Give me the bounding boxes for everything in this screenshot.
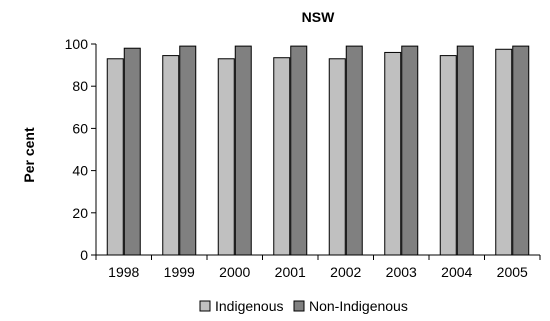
legend: Indigenous Non-Indigenous xyxy=(199,298,408,314)
y-tick-label: 0 xyxy=(80,247,88,263)
legend-label-indigenous: Indigenous xyxy=(215,298,284,314)
bar-non-indigenous-1999 xyxy=(179,45,197,256)
x-tick-label: 2004 xyxy=(441,264,472,280)
x-tick-label: 2005 xyxy=(497,264,528,280)
x-tick-label: 2000 xyxy=(219,264,250,280)
bar-indigenous-2003 xyxy=(384,51,402,256)
bar-indigenous-2002 xyxy=(328,58,346,256)
bar-non-indigenous-2004 xyxy=(456,45,474,256)
legend-swatch-indigenous xyxy=(199,300,211,312)
y-tick-label: 20 xyxy=(72,205,88,221)
legend-swatch-non-indigenous xyxy=(293,300,305,312)
x-tick-label: 1998 xyxy=(108,264,139,280)
bar-indigenous-2004 xyxy=(439,55,457,256)
y-tick-label: 100 xyxy=(65,36,89,52)
bar-indigenous-2001 xyxy=(273,57,291,256)
bar-indigenous-1999 xyxy=(162,55,180,256)
bar-non-indigenous-2002 xyxy=(345,45,363,256)
bar-non-indigenous-2000 xyxy=(234,45,252,256)
y-tick-label: 60 xyxy=(72,120,88,136)
x-tick-label: 1999 xyxy=(164,264,195,280)
bar-non-indigenous-2005 xyxy=(512,45,530,256)
x-tick-label: 2001 xyxy=(275,264,306,280)
bar-non-indigenous-1998 xyxy=(123,47,141,256)
bar-indigenous-1998 xyxy=(106,58,124,256)
y-tick-label: 40 xyxy=(72,163,88,179)
bar-indigenous-2000 xyxy=(217,58,235,256)
bars xyxy=(106,45,530,256)
bar-non-indigenous-2001 xyxy=(290,45,308,256)
x-tick-label: 2002 xyxy=(330,264,361,280)
x-tick-label: 2003 xyxy=(386,264,417,280)
bar-non-indigenous-2003 xyxy=(401,45,419,256)
y-axis-ticks: 0 20 40 60 80 100 xyxy=(65,36,96,263)
bar-indigenous-2005 xyxy=(495,48,513,256)
x-axis-ticks: 1998 1999 2000 2001 2002 2003 2004 2005 xyxy=(95,255,541,280)
chart-title: NSW xyxy=(302,9,335,25)
y-tick-label: 80 xyxy=(72,78,88,94)
legend-label-non-indigenous: Non-Indigenous xyxy=(309,298,408,314)
y-axis-label: Per cent xyxy=(21,127,37,183)
